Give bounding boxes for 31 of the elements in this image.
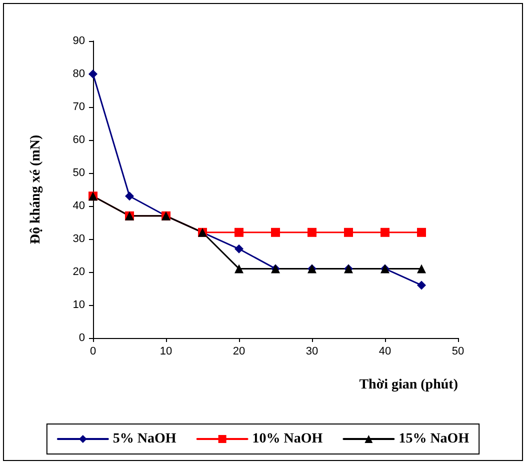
y-tick-label: 60 (72, 134, 85, 146)
y-tick-label: 80 (72, 68, 85, 80)
x-tick-label: 10 (160, 346, 172, 358)
y-tick-label: 70 (72, 101, 85, 113)
legend-label: 10% NaOH (252, 432, 323, 446)
x-tick-label: 20 (232, 346, 246, 358)
x-tick-label: 50 (452, 346, 464, 358)
legend-label: 5% NaOH (112, 432, 176, 446)
y-tick-label: 0 (78, 332, 85, 344)
point (234, 228, 244, 237)
x-axis-title: Thời gian (phút) (359, 378, 458, 392)
y-tick-label: 90 (72, 35, 85, 47)
y-axis-title: Độ kháng xé (mN) (28, 134, 44, 244)
point (125, 192, 134, 201)
point (271, 228, 280, 237)
y-tick-label: 50 (72, 167, 85, 179)
y-tick-label: 10 (72, 299, 85, 311)
x-tick-label: 0 (90, 346, 96, 358)
point (417, 228, 426, 237)
y-tick-label: 20 (72, 266, 85, 278)
point (344, 228, 353, 237)
legend-label: 15% NaOH (398, 432, 470, 446)
x-tick-label: 40 (378, 346, 392, 358)
point (380, 228, 390, 237)
y-tick-label: 40 (72, 200, 85, 212)
x-tick-label: 30 (306, 346, 318, 358)
point (417, 280, 426, 290)
point (308, 228, 316, 237)
point (234, 244, 244, 254)
point (88, 70, 98, 78)
y-tick-label: 30 (72, 233, 85, 245)
